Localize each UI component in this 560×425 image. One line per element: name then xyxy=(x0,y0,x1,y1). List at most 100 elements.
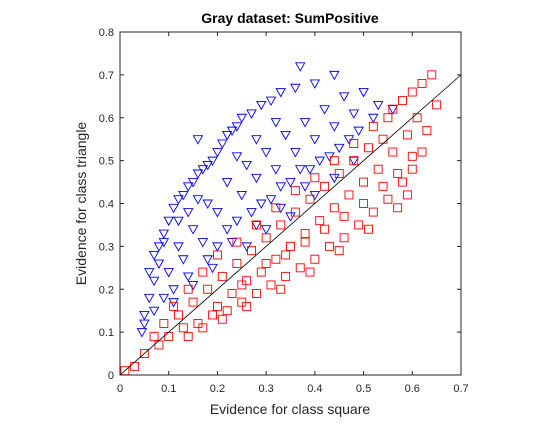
square-marker xyxy=(276,284,286,294)
square-marker xyxy=(139,349,149,359)
triangle-marker xyxy=(329,122,340,132)
square-marker xyxy=(222,306,232,316)
square-marker xyxy=(251,289,261,298)
triangle-marker xyxy=(221,130,233,141)
square-marker xyxy=(402,130,412,140)
x-tick-label: 0.1 xyxy=(161,383,176,395)
square-marker xyxy=(276,220,286,230)
square-marker xyxy=(310,173,320,183)
triangle-marker xyxy=(182,208,194,218)
square-marker xyxy=(247,246,256,256)
triangle-marker xyxy=(251,135,262,145)
triangle-marker xyxy=(187,225,199,235)
triangle-marker xyxy=(348,109,360,119)
square-marker xyxy=(198,323,208,333)
square-marker xyxy=(300,229,310,238)
square-marker xyxy=(169,301,179,311)
series-square-markers xyxy=(120,70,442,375)
square-marker xyxy=(320,224,330,234)
square-marker xyxy=(217,314,227,324)
triangle-marker xyxy=(314,156,325,167)
triangle-marker xyxy=(158,293,170,304)
triangle-marker xyxy=(207,156,218,167)
triangle-marker xyxy=(275,88,287,98)
square-marker xyxy=(183,284,193,294)
triangle-marker xyxy=(236,113,248,124)
square-marker xyxy=(325,241,334,251)
square-marker xyxy=(432,100,442,110)
triangle-marker xyxy=(173,216,184,227)
square-marker xyxy=(310,254,320,264)
square-marker xyxy=(242,301,252,311)
triangle-marker xyxy=(148,250,160,261)
triangle-marker xyxy=(197,165,209,175)
triangle-marker xyxy=(158,238,170,248)
y-tick-label: 0.5 xyxy=(99,156,114,168)
triangle-marker xyxy=(251,220,262,231)
square-marker xyxy=(373,164,383,174)
triangle-marker xyxy=(148,306,160,317)
y-tick-label: 0.6 xyxy=(99,113,114,125)
y-tick-label: 0.2 xyxy=(99,284,114,296)
square-marker xyxy=(329,156,339,166)
square-marker xyxy=(339,233,349,243)
square-marker xyxy=(188,297,198,307)
plot-area xyxy=(120,32,461,375)
triangle-marker xyxy=(202,160,213,171)
square-marker xyxy=(305,194,315,204)
square-marker xyxy=(251,220,261,230)
triangle-marker xyxy=(153,259,165,269)
triangle-marker xyxy=(207,263,218,274)
triangle-marker xyxy=(246,109,257,119)
triangle-marker xyxy=(212,148,223,158)
axes: 0 0.1 0.2 0.3 0.4 0.5 0.6 0.7 0 0.1 0.2 0.3 0.4 0.5 0.… xyxy=(99,27,469,395)
square-marker xyxy=(271,254,281,264)
square-marker xyxy=(368,207,378,217)
triangle-marker xyxy=(148,276,160,287)
square-marker xyxy=(217,271,227,281)
square-marker xyxy=(363,143,373,153)
square-marker xyxy=(378,181,388,191)
square-marker xyxy=(295,263,305,273)
triangle-marker xyxy=(221,225,233,235)
square-marker xyxy=(417,78,427,88)
y-axis-label: Evidence for class triangle xyxy=(73,122,89,286)
square-marker xyxy=(281,271,291,281)
triangle-marker xyxy=(353,126,364,137)
triangle-marker xyxy=(309,135,321,145)
triangle-marker xyxy=(260,148,272,158)
x-axis-label: Evidence for class square xyxy=(210,401,371,417)
triangle-marker xyxy=(212,208,223,218)
triangle-marker xyxy=(143,293,155,304)
square-marker xyxy=(407,164,417,174)
triangle-marker xyxy=(139,311,150,321)
square-marker xyxy=(149,331,159,341)
square-marker xyxy=(232,237,242,247)
triangle-marker xyxy=(231,152,243,162)
triangle-marker xyxy=(290,148,301,158)
square-marker xyxy=(290,207,300,217)
triangle-marker xyxy=(236,190,248,201)
square-marker xyxy=(266,280,276,290)
triangle-marker xyxy=(178,255,189,265)
x-tick-label: 0.2 xyxy=(210,383,225,395)
square-marker xyxy=(212,250,222,260)
square-marker xyxy=(198,267,208,277)
triangle-marker xyxy=(173,195,184,205)
triangle-marker xyxy=(192,195,204,205)
x-tick-label: 0 xyxy=(117,383,123,395)
square-marker xyxy=(349,139,359,148)
triangle-marker xyxy=(139,319,150,329)
triangle-marker xyxy=(173,242,184,252)
square-marker xyxy=(422,126,432,136)
triangle-marker xyxy=(329,173,340,184)
triangle-marker xyxy=(158,229,170,239)
triangle-marker xyxy=(231,122,243,132)
square-marker xyxy=(407,151,417,161)
triangle-marker xyxy=(333,143,345,154)
triangle-marker xyxy=(178,190,189,201)
triangle-marker xyxy=(192,135,204,145)
square-marker xyxy=(368,121,378,131)
